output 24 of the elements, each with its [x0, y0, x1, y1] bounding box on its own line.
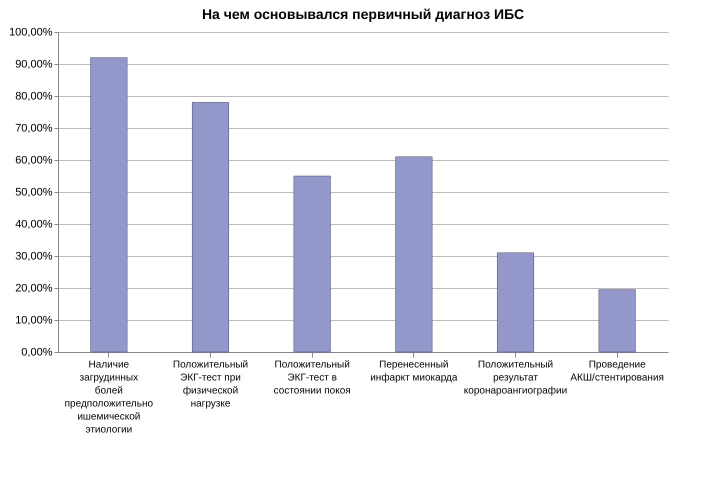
bar — [598, 289, 636, 352]
y-tick-label: 0,00% — [21, 346, 53, 358]
x-tick-label: Проведение АКШ/стентирования — [570, 360, 664, 384]
x-tick-label: Положительный ЭКГ-тест при физической нагрузке — [172, 360, 248, 410]
x-tick-label: Наличие загрудинных болей предположительно ишемической этиологии — [64, 360, 154, 436]
chart-title: На чем основывался первичный диагноз ИБС — [202, 6, 524, 22]
bar — [294, 176, 331, 352]
x-tick-label: Положительный результат коронароангиографии — [464, 360, 568, 396]
y-tick-label: 60,00% — [15, 154, 53, 166]
bar — [496, 252, 534, 352]
y-tick-label: 50,00% — [15, 186, 53, 198]
bar — [192, 102, 230, 352]
x-tick-label: Перенесенный инфаркт миокарда — [370, 360, 458, 384]
y-tick-label: 70,00% — [15, 122, 53, 134]
y-tick-label: 80,00% — [15, 90, 53, 102]
y-tick-label: 40,00% — [15, 218, 53, 230]
y-tick-label: 10,00% — [15, 314, 53, 326]
y-tick-label: 20,00% — [15, 282, 53, 294]
y-tick-label: 90,00% — [15, 58, 53, 70]
x-tick-label: Положительный ЭКГ-тест в состоянии покоя — [274, 360, 351, 396]
y-tick-label: 30,00% — [15, 250, 53, 262]
bar — [90, 57, 128, 352]
y-tick-label: 100,00% — [9, 26, 53, 38]
bar — [395, 156, 432, 352]
